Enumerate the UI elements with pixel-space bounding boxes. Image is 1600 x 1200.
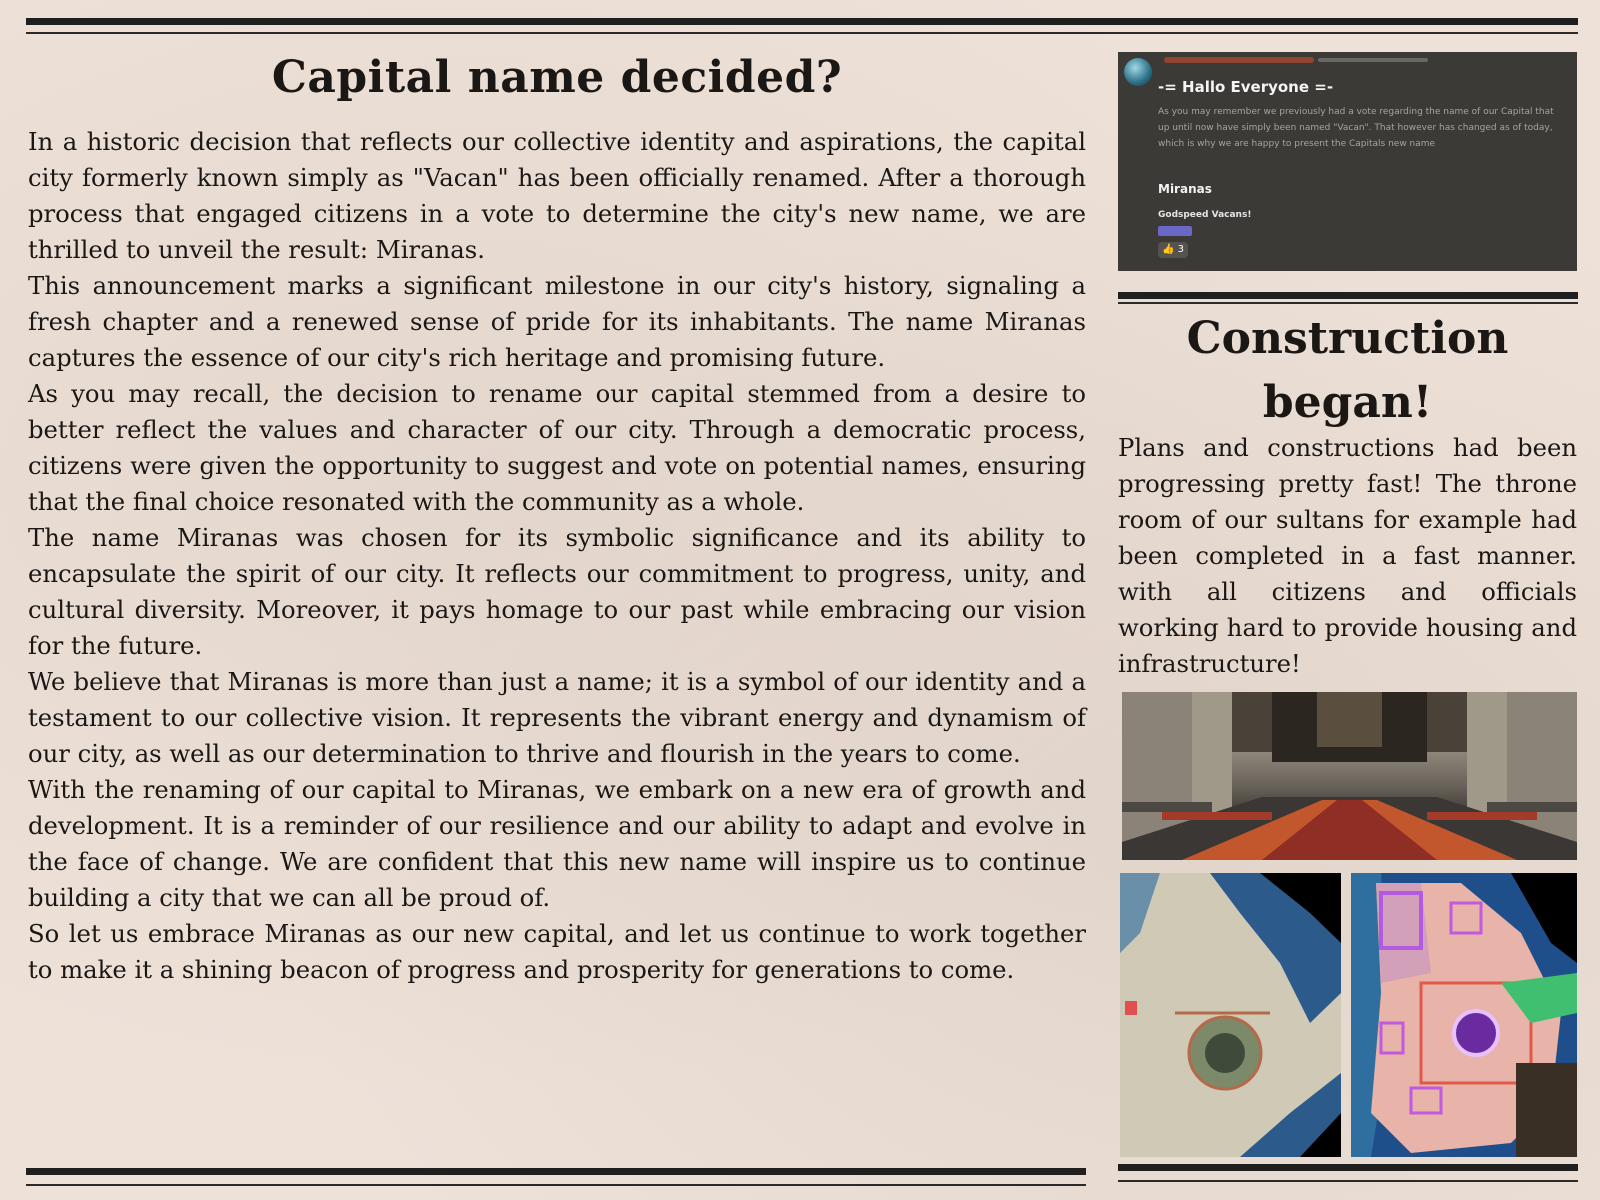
chat-screenshot: -= Hallo Everyone =- As you may remember… bbox=[1118, 52, 1577, 271]
bottom-rule-thin-right bbox=[1118, 1180, 1578, 1182]
article-paragraph: This announcement marks a significant mi… bbox=[28, 271, 1086, 372]
article-paragraph: With the renaming of our capital to Mira… bbox=[28, 775, 1086, 912]
top-rule-thick bbox=[26, 18, 1578, 25]
avatar bbox=[1124, 58, 1152, 86]
chat-timestamp bbox=[1318, 58, 1428, 62]
article-paragraph: We believe that Miranas is more than jus… bbox=[28, 667, 1086, 768]
throne-room-drawing bbox=[1122, 692, 1577, 860]
chat-city-name: Miranas bbox=[1158, 182, 1212, 196]
chat-role-tag bbox=[1158, 226, 1192, 236]
map-image-right bbox=[1351, 873, 1577, 1157]
article-paragraph: As you may recall, the decision to renam… bbox=[28, 379, 1086, 516]
right-rule-thin bbox=[1118, 302, 1578, 304]
section-title: Construction began! bbox=[1118, 307, 1577, 435]
article-paragraph: In a historic decision that reflects our… bbox=[28, 127, 1086, 264]
article-paragraph: So let us embrace Miranas as our new cap… bbox=[28, 919, 1086, 984]
article-title: Capital name decided? bbox=[271, 52, 843, 103]
bottom-rule-thin-left bbox=[26, 1184, 1086, 1186]
throne-room-image bbox=[1122, 692, 1577, 860]
map-image-left bbox=[1120, 873, 1341, 1157]
construction-text: Plans and constructions had been progres… bbox=[1118, 433, 1577, 678]
chat-body: As you may remember we previously had a … bbox=[1158, 107, 1554, 149]
map-right-drawing bbox=[1351, 873, 1577, 1157]
bottom-rule-thick-left bbox=[26, 1168, 1086, 1175]
article-paragraph: The name Miranas was chosen for its symb… bbox=[28, 523, 1086, 660]
map-left-drawing bbox=[1120, 873, 1341, 1157]
top-rule-thin bbox=[26, 32, 1578, 34]
article-body: In a historic decision that reflects our… bbox=[28, 124, 1086, 988]
section-title-line1: Construction bbox=[1186, 313, 1509, 364]
chat-heading: -= Hallo Everyone =- bbox=[1158, 78, 1334, 96]
right-rule-thick bbox=[1118, 292, 1578, 299]
section-title-line2: began! bbox=[1262, 377, 1433, 428]
chat-author-name bbox=[1164, 57, 1314, 63]
chat-reaction[interactable]: 👍 3 bbox=[1158, 242, 1188, 258]
bottom-rule-thick-right bbox=[1118, 1164, 1578, 1171]
chat-signature: Godspeed Vacans! bbox=[1158, 210, 1252, 220]
